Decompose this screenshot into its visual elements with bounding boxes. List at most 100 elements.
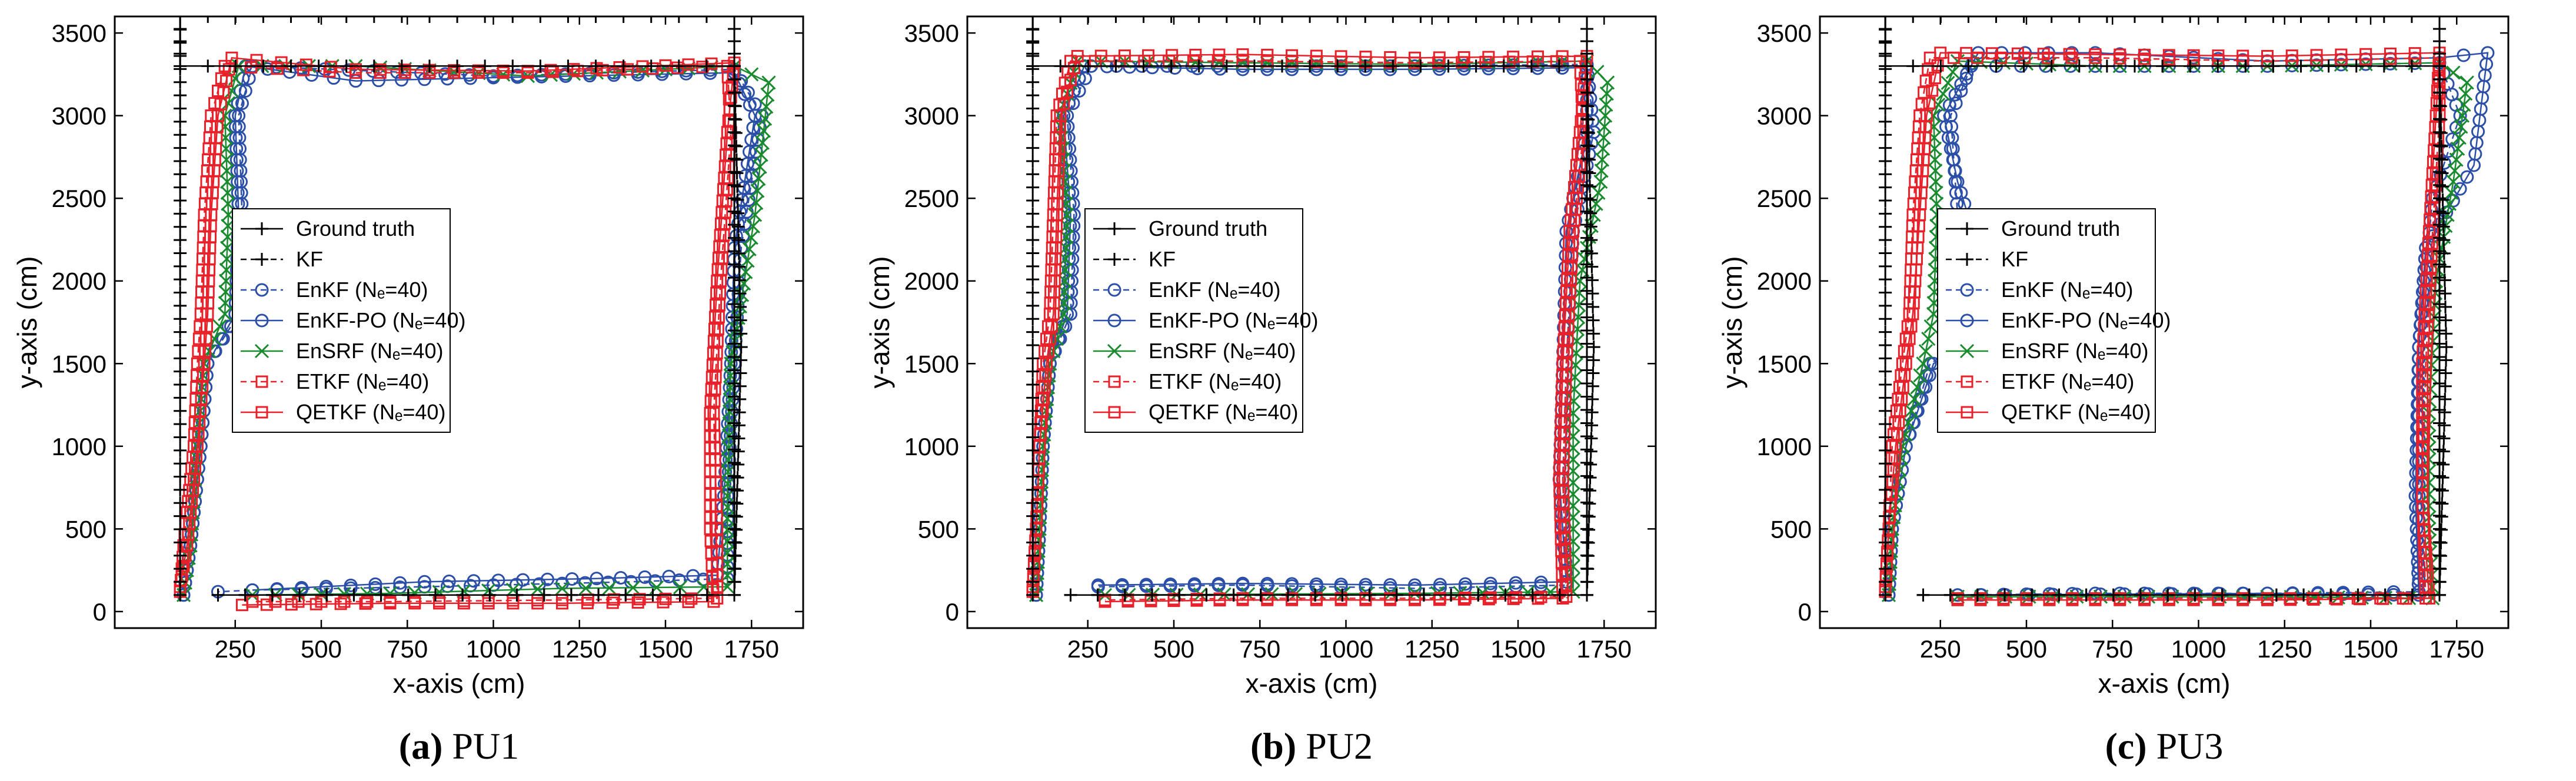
data-point [730,497,744,510]
data-point [1026,325,1040,339]
data-point [2011,47,2024,60]
data-point [728,284,741,298]
data-point [2435,523,2448,536]
data-point [1555,544,1568,557]
data-point [1591,185,1606,200]
data-point [728,549,742,563]
data-point [1091,588,1104,602]
data-point [1026,141,1040,155]
y-tick-label: 500 [918,515,959,543]
data-point [730,510,743,523]
legend-marker [1107,313,1121,328]
data-point [219,252,234,266]
data-point [1457,593,1470,606]
data-point [1879,128,1892,142]
y-tick-label: 3500 [1757,19,1812,47]
data-point [1026,259,1040,273]
data-point [1026,102,1040,115]
data-point [516,573,530,587]
y-axis-label: y-axis (cm) [1717,256,1748,389]
data-point [2436,193,2449,206]
data-point [1469,59,1483,73]
data-point [740,253,755,268]
data-point [705,371,718,383]
data-point [1026,404,1040,418]
x-tick-label: 1250 [552,635,607,663]
data-point [685,592,698,605]
legend-label: EnKF (Nₑ=40) [296,278,428,302]
data-point [1888,452,1901,465]
y-tick-label: 1000 [1757,433,1812,460]
data-point [1026,430,1040,444]
y-tick-label: 3000 [1757,102,1812,130]
data-point [1580,324,1593,338]
data-point [537,588,551,602]
data-point [457,597,470,610]
data-point [1459,591,1472,604]
data-point [220,185,235,200]
legend-label: EnKF (Nₑ=40) [2001,278,2133,302]
data-point [728,192,741,205]
data-point [192,345,205,358]
data-point [1054,16,1067,23]
data-point [2434,126,2448,140]
data-point [729,536,743,550]
data-point [2156,16,2169,23]
panels: 250 500 750 1000 1250 1500 1750 0 500 1000 1500 200… [12,15,2510,767]
data-point [1580,509,1593,522]
data-point [199,332,212,345]
data-point [704,453,717,466]
data-point [225,51,238,64]
data-point [1026,128,1040,142]
data-point [1309,588,1322,602]
data-point [1879,536,1892,549]
data-point [1582,510,1596,523]
x-tick-label: 250 [215,635,256,663]
data-point [704,407,717,420]
data-point [2025,588,2039,602]
data-point [1580,469,1593,483]
legend-entry: EnKF-PO (Nₑ=40) [241,308,465,332]
data-point [2384,47,2397,60]
data-point [384,597,397,610]
data-point [174,128,187,142]
data-point [2297,588,2311,602]
data-point [1928,152,1942,167]
panel-caption: (a) PU1 [399,725,519,767]
data-point [732,246,745,260]
data-point [733,287,747,301]
data-point [1913,368,1928,383]
data-point [1535,590,1547,603]
legend-entry: EnSRF (Nₑ=40) [1093,339,1296,363]
data-point [292,595,305,608]
legend-entry: KF [241,247,323,271]
data-point [1580,351,1593,364]
legend-label: ETKF (Nₑ=40) [296,369,429,393]
data-point [625,580,640,595]
data-point [222,63,235,76]
data-point [725,79,738,92]
data-point [750,183,765,198]
data-point [1926,108,1941,123]
data-point [758,111,773,126]
data-point [2433,59,2446,73]
legend-label: ETKF (Nₑ=40) [2001,369,2134,393]
series-line [1884,52,2441,601]
data-point [1936,86,1951,101]
series-line [1031,54,1588,603]
x-tick-label: 250 [1067,635,1109,663]
data-point [220,75,233,88]
data-point [1580,165,1593,179]
data-point [1594,163,1609,178]
data-point [2417,333,2430,346]
data-point [581,596,594,609]
data-point [1580,59,1593,73]
data-point [1903,428,1917,442]
data-point [1566,559,1580,574]
data-point [1934,16,1948,23]
data-point [2420,273,2433,286]
data-point [2419,285,2432,298]
data-point [2421,249,2434,262]
data-point [2065,51,2078,64]
